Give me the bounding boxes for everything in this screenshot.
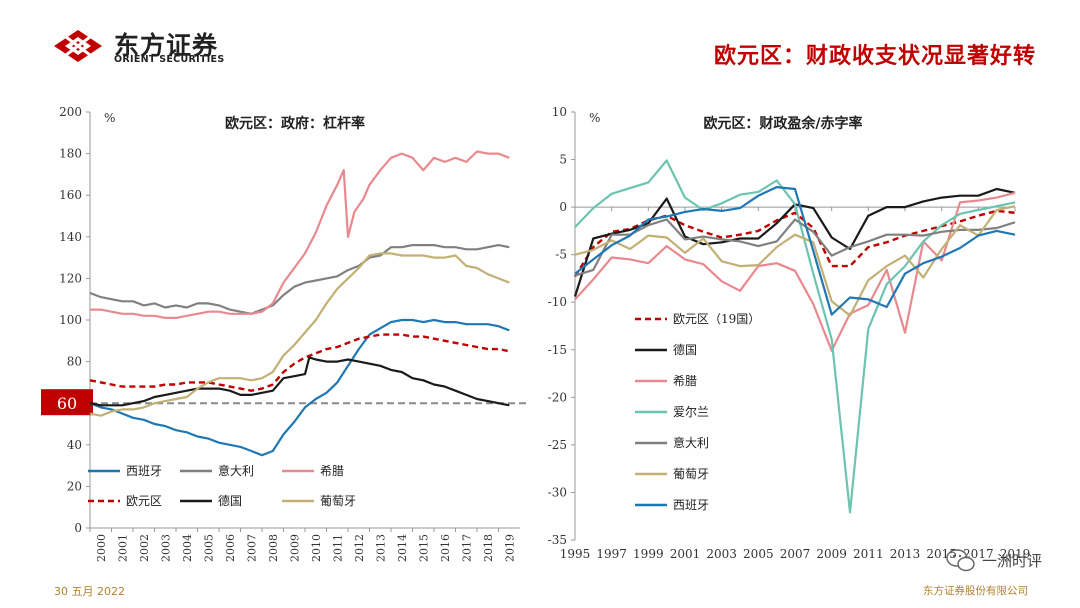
reference-badge: [41, 389, 93, 416]
y-tick-label: 140: [59, 230, 82, 244]
x-tick-label: 2009: [816, 547, 847, 561]
fiscal-balance-chart: 10 5 0 -5 -10 -15 -20 -25 -30 -35% 1995 1997 1999 200…: [548, 105, 1031, 561]
legend-label-greece: 希腊: [673, 373, 697, 388]
company-logo: 东方证券 ORIENT SECURITIES: [52, 26, 252, 70]
legend-label-eurozone: 欧元区（19国）: [673, 312, 760, 326]
x-tick-label: 2019: [1000, 547, 1031, 561]
x-tick-label: 2005: [202, 534, 215, 562]
x-tick-label: 2007: [780, 547, 811, 561]
legend-label-germany: 德国: [673, 342, 697, 357]
x-tick-label: 2018: [482, 534, 495, 562]
y-tick-label: -20: [548, 390, 567, 404]
y-tick-label: 160: [59, 188, 82, 202]
x-tick-label: 2002: [138, 534, 151, 562]
series-line-italy: [89, 244, 510, 315]
y-tick-label: -35: [548, 533, 567, 547]
x-tick-label: 2014: [396, 534, 409, 562]
series-line-spain: [89, 318, 510, 457]
legend-label-spain: 西班牙: [673, 498, 709, 512]
x-tick-label: 2010: [310, 534, 323, 562]
footer-company: 东方证券股份有限公司: [923, 585, 1028, 597]
y-tick-label: 80: [67, 355, 82, 369]
legend-label-portugal: 葡萄牙: [673, 467, 709, 481]
y-tick-label: -25: [548, 438, 567, 452]
x-tick-label: 2016: [439, 534, 452, 562]
x-tick-label: 2012: [353, 534, 366, 562]
x-tick-label: 2001: [116, 534, 129, 562]
slide-title: 欧元区：财政收支状况显著好转: [713, 44, 1036, 69]
x-tick-label: 1999: [633, 547, 664, 561]
y-tick-label: -15: [548, 343, 567, 357]
chart-title: 欧元区：财政盈余/赤字率: [703, 115, 862, 132]
wechat-icon: [946, 549, 975, 572]
series-line-greece: [574, 191, 1016, 352]
legend-label-eurozone: 欧元区: [126, 494, 162, 508]
series-line-portugal: [89, 252, 510, 417]
x-tick-label: 2000: [95, 534, 108, 562]
x-tick-label: 2001: [670, 547, 701, 561]
y-tick-label: -30: [548, 485, 567, 499]
y-tick-label: -5: [555, 248, 567, 262]
legend-label-ireland: 爱尔兰: [673, 404, 709, 419]
series-line-greece: [90, 150, 510, 319]
x-tick-label: 2003: [706, 547, 737, 561]
x-tick-label: 2011: [853, 547, 884, 561]
series-line-italy: [574, 218, 1016, 277]
x-tick-label: 2013: [890, 547, 921, 561]
y-axis-unit: %: [104, 111, 115, 125]
x-tick-label: 1995: [560, 547, 591, 561]
leverage-ratio-chart: 0 20 40 60 80 100 120 140 160 180 200% 2000 2001 2002…: [41, 105, 530, 562]
y-tick-label: 200: [59, 105, 82, 119]
x-tick-label: 2019: [503, 534, 516, 562]
chart-title: 欧元区：政府：杠杆率: [225, 115, 365, 132]
series-line-spain: [574, 186, 1016, 316]
y-tick-label: 5: [559, 153, 567, 167]
logo-chinese-name: 东方证券: [114, 31, 219, 60]
x-tick-label: 2013: [374, 534, 387, 562]
x-tick-label: 2011: [331, 534, 344, 562]
wechat-watermark: 一洲时评: [942, 542, 1052, 582]
x-tick-label: 2009: [288, 534, 301, 562]
x-tick-label: 2008: [267, 534, 280, 562]
series-line-ireland: [574, 159, 1016, 514]
series-line-eurozone: [89, 333, 510, 392]
series-line-portugal: [574, 205, 1016, 317]
x-tick-label: 2004: [181, 534, 194, 562]
y-tick-label: 40: [67, 438, 82, 452]
legend-label-italy: 意大利: [218, 463, 254, 478]
x-tick-label: 2015: [417, 534, 430, 562]
legend-label-portugal: 葡萄牙: [320, 494, 356, 508]
y-tick-label: 0: [74, 521, 82, 535]
legend-label-italy: 意大利: [673, 435, 709, 450]
x-tick-label: 2017: [963, 547, 994, 561]
orient-logo-icon: [54, 30, 102, 62]
legend-label-greece: 希腊: [320, 463, 344, 478]
x-tick-label: 2006: [224, 534, 237, 562]
reference-badge-label: 60: [57, 394, 77, 413]
legend-label-spain: 西班牙: [126, 464, 162, 478]
watermark-text: 一洲时评: [982, 552, 1043, 570]
legend-label-germany: 德国: [218, 493, 242, 508]
y-tick-label: 100: [59, 313, 82, 327]
x-tick-label: 1997: [596, 547, 627, 561]
y-tick-label: 0: [559, 200, 567, 214]
y-tick-label: 180: [59, 147, 82, 161]
y-tick-label: -10: [548, 295, 567, 309]
y-axis-unit: %: [589, 111, 600, 125]
y-tick-label: 10: [552, 105, 567, 119]
x-tick-label: 2005: [743, 547, 774, 561]
x-tick-label: 2017: [460, 534, 473, 562]
footer-date: 30 五月 2022: [54, 585, 125, 598]
y-tick-label: 20: [67, 479, 82, 493]
y-tick-label: 120: [59, 271, 82, 285]
x-tick-label: 2015: [926, 547, 957, 561]
logo-english-name: ORIENT SECURITIES: [114, 54, 225, 65]
x-tick-label: 2003: [159, 534, 172, 562]
series-line-germany: [89, 356, 510, 407]
x-tick-label: 2007: [245, 534, 258, 562]
